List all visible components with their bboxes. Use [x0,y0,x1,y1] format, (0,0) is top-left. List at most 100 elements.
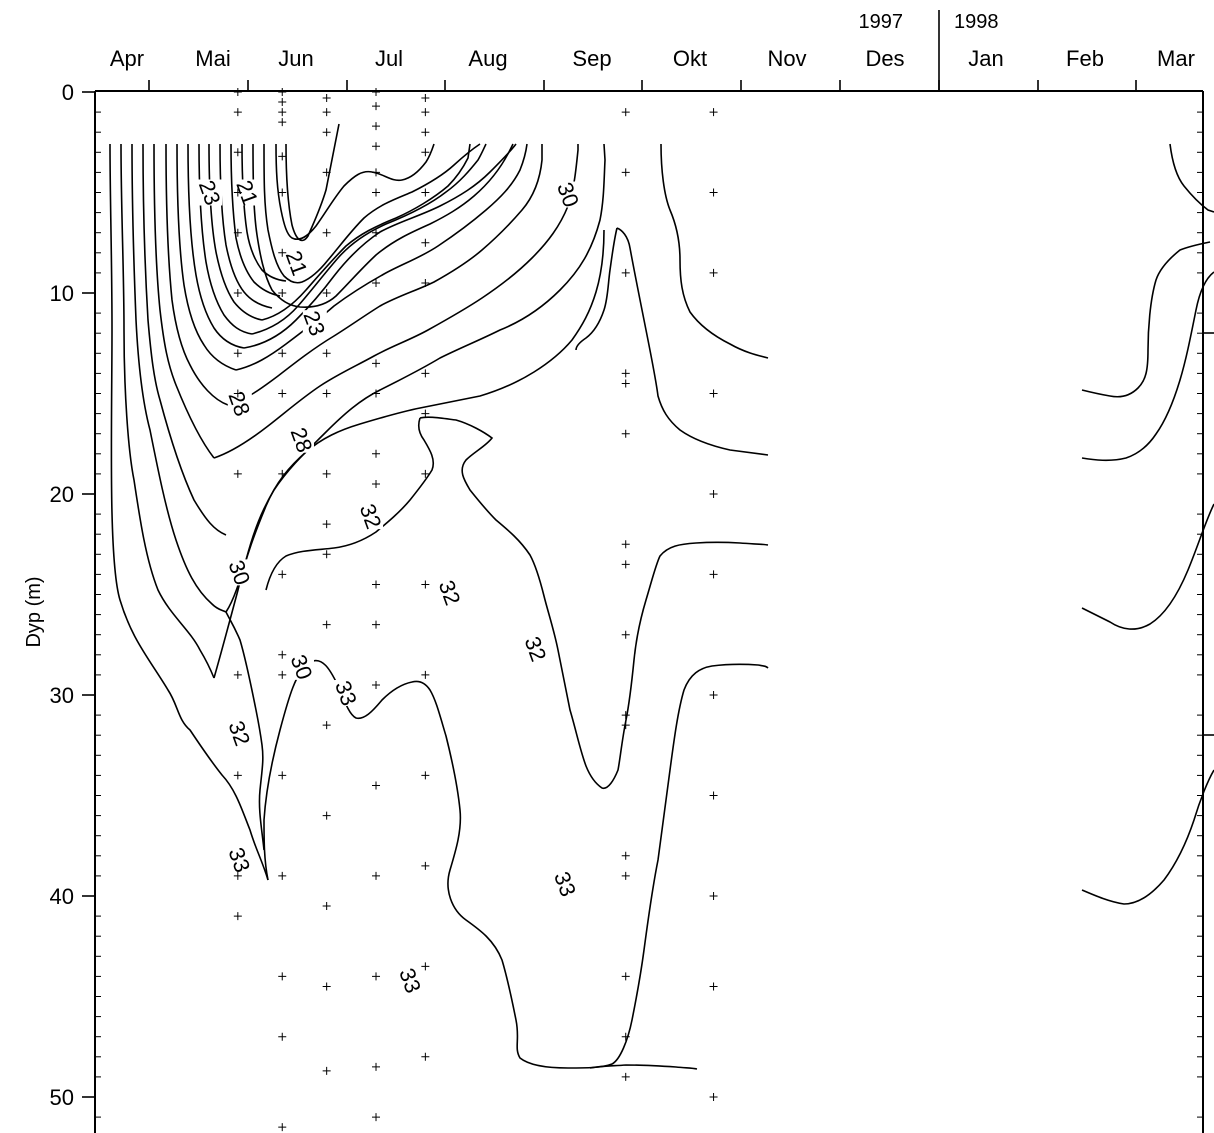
contour-line [1081,769,1214,905]
minor-ticks [95,111,1203,1118]
station-marker [372,1113,381,1122]
station-marker [421,94,430,103]
axes-frame [94,10,1204,1133]
station-marker [278,650,287,659]
y-axis-title: Dyp (m) [23,576,45,647]
contour-label-halo [398,967,423,994]
station-marker [621,871,630,880]
y-tick-label: 30 [50,683,74,708]
contour-line [235,143,528,371]
station-marker [621,972,630,981]
station-marker [278,349,287,358]
contour-label-halo [438,579,463,606]
station-marker [372,680,381,689]
station-marker [233,289,242,297]
station-marker [372,620,381,629]
station-marker [278,670,287,679]
station-marker [372,972,381,981]
contour-line [275,143,435,241]
station-marker [278,1123,287,1132]
station-marker [322,811,331,820]
station-marker [322,1066,331,1075]
contour-line [616,227,769,456]
station-marker [372,102,381,111]
station-marker [322,108,331,117]
station-marker [372,1062,381,1071]
year-labels: 1997 1998 [859,11,999,33]
x-tick-label: Sep [572,46,611,71]
station-marker [421,962,430,971]
contour-label-halo [227,720,252,747]
contour-line [589,1064,698,1070]
station-marker [421,278,430,287]
year-label-1997: 1997 [859,11,904,33]
station-marker [621,108,630,117]
station-marker [233,771,242,780]
station-marker [372,359,381,368]
station-marker [372,479,381,488]
station-marker [709,892,718,900]
contour-line [660,143,769,359]
station-marker [278,98,287,107]
station-marker [621,268,630,277]
contour-line [187,143,245,349]
station-marker [322,389,331,398]
contour-label-halo [359,503,384,530]
station-marker [621,168,630,177]
contour-line [265,417,435,591]
station-marker [278,152,287,161]
x-tick-label: Aug [468,46,507,71]
contour-line [213,229,605,679]
station-marker [621,630,630,639]
station-marker [709,268,718,277]
contour-line [225,611,265,851]
station-marker [233,469,242,478]
x-tick-label: Jun [278,46,313,71]
contour-label-halo [289,426,314,453]
station-marker [421,369,430,378]
contour-line [261,143,471,321]
contour-line [1169,143,1214,213]
station-marker [372,449,381,458]
contour-line [131,143,227,613]
contour-line [285,123,340,242]
contour-label-halo [285,249,310,276]
x-tick-label: Okt [673,46,707,71]
station-marker [233,389,242,398]
contour-label-halo [289,653,314,680]
station-marker [322,349,331,358]
x-tick-label: Nov [767,46,806,71]
station-marker [621,851,630,860]
station-marker [709,490,718,498]
contour-line [419,416,769,790]
station-marker [709,1093,718,1101]
x-tick-label: Apr [110,46,144,71]
station-marker [421,148,430,157]
x-tick-label: Des [865,46,904,71]
contour-label-halo [227,846,252,873]
station-markers [233,88,718,1132]
station-marker [709,188,718,197]
contour-line [227,144,543,406]
station-marker [278,188,287,197]
station-marker [233,349,242,358]
contour-label-halo [227,559,252,586]
x-tick-label: Mai [195,46,230,71]
contour-label-halo [198,179,223,206]
station-marker [322,128,331,137]
x-tick-label: Jul [375,46,403,71]
x-tick-labels: Apr Mai Jun Jul Aug Sep Okt Nov Des Jan … [110,46,1195,71]
y-tick-label: 10 [50,281,74,306]
station-marker [621,1032,630,1041]
station-marker [233,228,242,237]
contour-line [120,143,215,679]
contour-line [1081,503,1214,630]
station-marker [621,369,630,378]
station-marker [233,912,242,921]
contour-lines [109,123,1214,1070]
station-marker [372,871,381,880]
station-marker [421,469,430,478]
station-marker [278,469,287,478]
y-tick-label: 40 [50,884,74,909]
